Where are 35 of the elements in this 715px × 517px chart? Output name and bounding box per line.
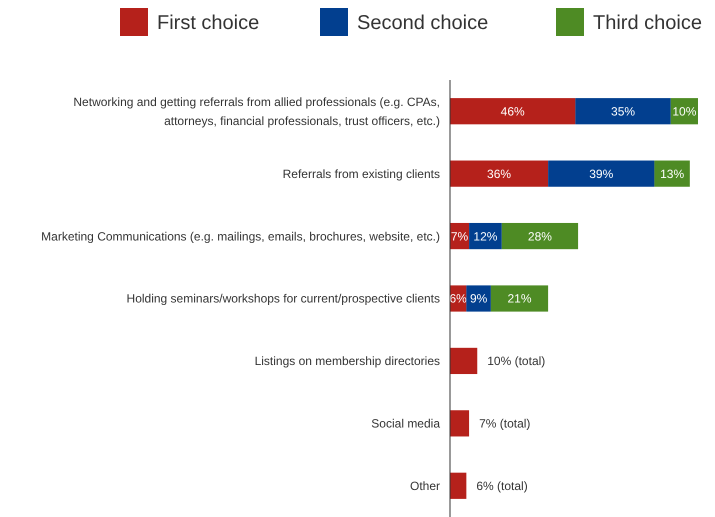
y-tick-label: Holding seminars/workshops for current/prospective clients <box>126 292 440 306</box>
data-label: 13% <box>660 166 684 181</box>
data-label: 12% <box>473 229 498 244</box>
legend-label: Second choice <box>357 12 488 34</box>
bar <box>490 285 548 312</box>
bar <box>502 222 578 250</box>
bar <box>450 410 470 436</box>
data-label: 10% (total) <box>487 354 546 368</box>
data-label: 10% <box>672 104 697 118</box>
data-label: 28% <box>528 229 552 244</box>
bar <box>450 160 548 187</box>
bar <box>654 160 690 187</box>
data-label: 7% (total) <box>479 416 530 431</box>
y-tick-label: Marketing Communications (e.g. mailings, emails, brochures, website, etc.) <box>41 229 440 244</box>
data-label: 21% <box>507 292 532 306</box>
data-label: 46% <box>500 104 526 118</box>
data-label: 6% (total) <box>476 478 528 493</box>
y-tick-label: Networking and getting referrals from allied professionals (e.g. CPAs, attorneys, financial professionals, trust officers, etc.) <box>73 94 440 128</box>
bar <box>450 98 576 124</box>
data-label: 39% <box>589 166 614 181</box>
y-tick-label: Other <box>410 478 440 493</box>
y-tick-label: Referrals from existing clients <box>282 166 440 181</box>
data-label: 36% <box>487 166 512 181</box>
data-label: 6% <box>450 292 468 306</box>
bar <box>450 348 478 374</box>
data-label: 9% <box>470 292 488 306</box>
bar <box>548 160 654 187</box>
y-tick-label: Social media <box>371 416 440 431</box>
legend-label: First choice <box>157 12 260 34</box>
y-tick-label: Listings on membership directories <box>254 354 440 368</box>
data-label: 7% <box>450 229 469 244</box>
bar <box>450 472 466 499</box>
bar <box>575 98 671 124</box>
data-label: 35% <box>611 104 636 118</box>
legend-label: Third choice <box>593 12 702 34</box>
